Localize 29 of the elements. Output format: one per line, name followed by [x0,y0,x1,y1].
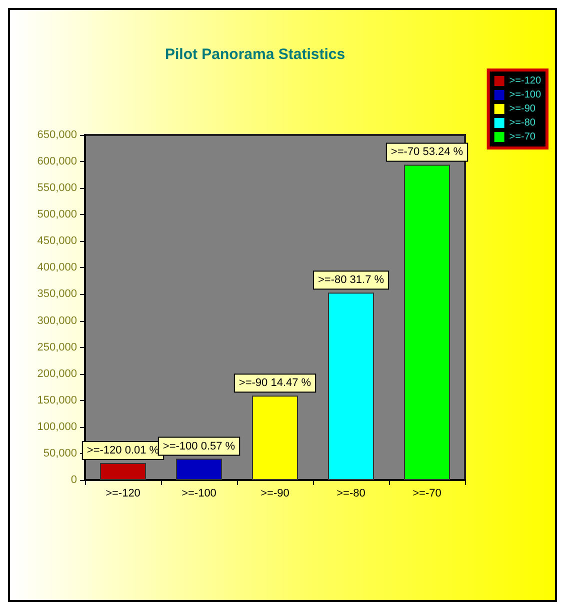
y-tick-label: 550,000 [37,182,77,194]
chart-title: Pilot Panorama Statistics [165,46,346,63]
x-tick-label: >=-70 [412,488,442,500]
annotation: >=-80 31.7 % [318,274,384,286]
y-tick-label: 100,000 [37,420,77,433]
y-tick-label: 200,000 [37,368,77,380]
y-tick-label: 600,000 [37,156,77,168]
y-tick-label: 150,000 [37,394,77,406]
x-tick-label: >=-90 [260,488,290,500]
y-tick-label: 400,000 [37,262,77,274]
y-tick-label: 500,000 [37,208,77,221]
legend-label: >=-120 [509,76,542,86]
legend-label: >=-80 [509,118,536,128]
y-tick-label: 0 [70,474,77,486]
y-tick-label: 650,000 [37,129,77,141]
x-tick-label: >=-100 [182,488,216,500]
annotation: >=-70 53.24 % [390,146,464,158]
annotation: >=-90 14.47 % [238,377,312,390]
legend-label: >=-90 [509,104,536,114]
x-tick-label: >=-80 [336,488,366,500]
annotation: >=-100 0.57 % [162,440,236,452]
x-tick-label: >=-120 [106,488,140,500]
y-tick-label: 350,000 [37,288,77,300]
y-tick-label: 250,000 [37,341,77,354]
legend-label: >=-100 [509,90,542,100]
y-tick-label: 50,000 [43,447,77,460]
legend-label: >=-70 [509,132,536,142]
y-tick-label: 300,000 [37,314,77,327]
y-tick-label: 450,000 [37,235,77,248]
